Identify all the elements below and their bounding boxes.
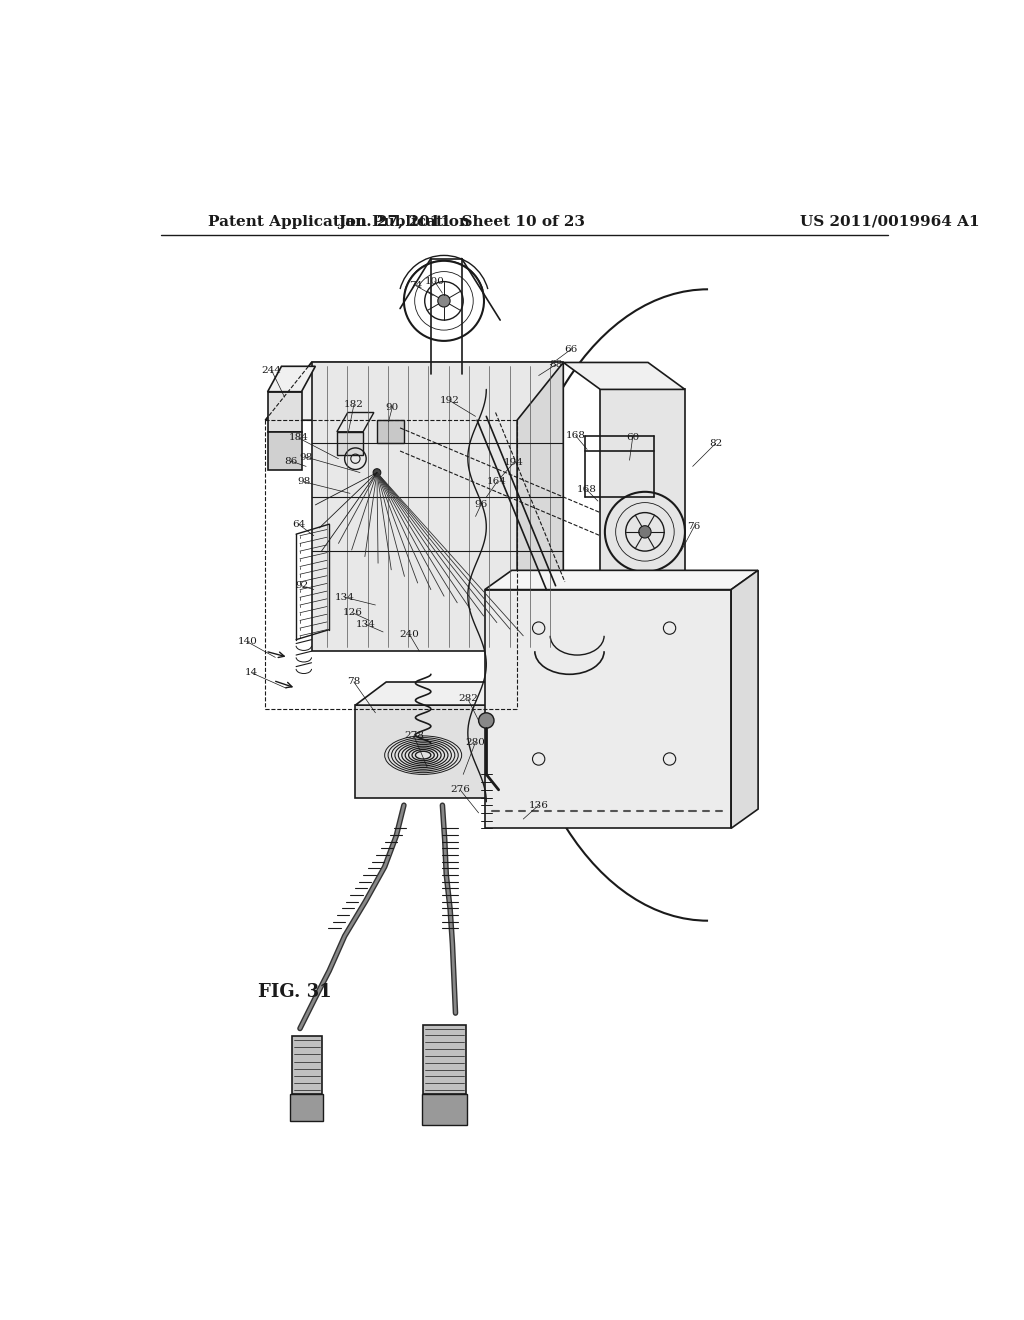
Text: 182: 182 [344,400,364,409]
Text: Patent Application Publication: Patent Application Publication [208,215,470,228]
Polygon shape [422,1094,467,1125]
Text: 240: 240 [399,630,419,639]
Text: Jan. 27, 2011  Sheet 10 of 23: Jan. 27, 2011 Sheet 10 of 23 [338,215,585,228]
Polygon shape [731,570,758,829]
Text: 66: 66 [564,345,578,354]
Text: 60: 60 [626,433,639,442]
Text: 126: 126 [342,609,362,618]
Polygon shape [292,1036,322,1094]
Text: 194: 194 [504,458,524,467]
Text: 78: 78 [347,677,360,686]
Text: 134: 134 [335,593,354,602]
Text: 140: 140 [238,638,258,647]
Text: 168: 168 [565,432,586,440]
Text: 168: 168 [577,484,596,494]
Polygon shape [563,363,685,389]
Polygon shape [355,682,523,705]
Circle shape [639,525,651,539]
Polygon shape [267,392,301,432]
Text: 14: 14 [245,668,258,677]
Polygon shape [337,432,364,455]
Text: 164: 164 [487,478,507,486]
Text: 76: 76 [687,521,700,531]
Circle shape [478,713,494,729]
Text: 244: 244 [261,366,282,375]
Text: 64: 64 [292,520,305,528]
Text: 98: 98 [299,453,312,462]
Polygon shape [265,363,563,420]
Text: 96: 96 [474,500,487,510]
Text: 282: 282 [458,694,478,704]
Polygon shape [311,363,563,651]
Polygon shape [600,389,685,682]
Circle shape [438,294,451,308]
Text: US 2011/0019964 A1: US 2011/0019964 A1 [801,215,980,228]
Text: 192: 192 [440,396,460,405]
Text: 136: 136 [528,801,549,809]
Text: 98: 98 [297,478,310,486]
Text: 90: 90 [386,403,399,412]
Polygon shape [377,420,403,444]
Polygon shape [290,1094,323,1121]
Polygon shape [267,432,301,470]
Text: 88: 88 [549,360,562,370]
Polygon shape [517,363,563,709]
Text: 184: 184 [289,433,308,442]
Text: 82: 82 [710,438,722,447]
Polygon shape [267,367,315,392]
Text: 86: 86 [284,457,297,466]
Text: 280: 280 [466,738,485,747]
Polygon shape [355,705,493,797]
Polygon shape [484,590,731,829]
Polygon shape [423,1024,466,1094]
Text: 276: 276 [451,785,470,795]
Text: 100: 100 [425,277,444,286]
Text: FIG. 31: FIG. 31 [258,982,332,1001]
Text: 134: 134 [355,620,376,628]
Polygon shape [337,412,374,432]
Polygon shape [493,682,523,797]
Text: 278: 278 [404,731,424,741]
Text: 74: 74 [409,281,422,290]
Text: 92: 92 [295,581,308,590]
Circle shape [373,469,381,477]
Polygon shape [484,570,758,590]
